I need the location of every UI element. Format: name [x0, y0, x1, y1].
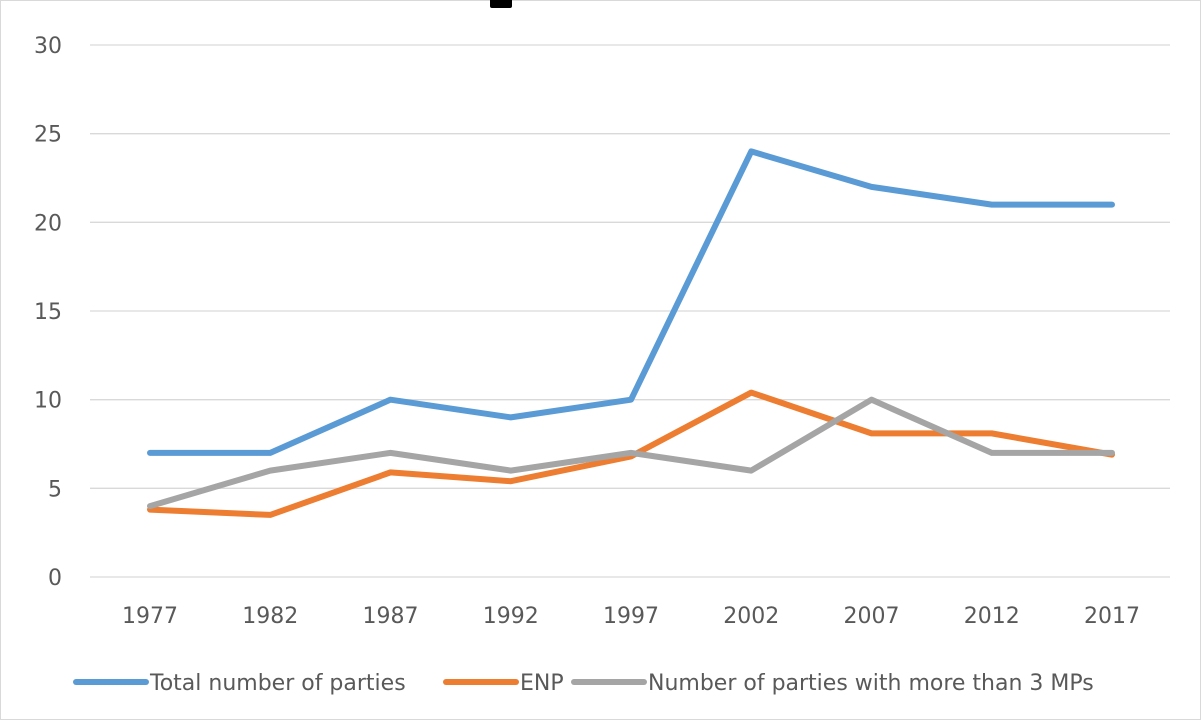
data-point	[750, 150, 752, 152]
x-tick-label: 2017	[1084, 604, 1140, 629]
x-tick-label: 1982	[242, 604, 298, 629]
data-point	[269, 452, 271, 454]
data-point	[269, 470, 271, 472]
x-tick-label: 2002	[723, 604, 779, 629]
data-point	[991, 204, 993, 206]
x-tick-label: 1992	[483, 604, 539, 629]
data-point	[510, 480, 512, 482]
legend: Total number of parties ENP Number of part…	[73, 671, 1094, 696]
y-tick-label: 0	[48, 566, 62, 591]
x-axis-ticks: 1977 1982 1987 1992 1997 2002 2007 2012 2017	[122, 604, 1140, 629]
y-tick-label: 5	[48, 477, 62, 502]
data-point	[750, 392, 752, 394]
data-point	[871, 399, 872, 401]
x-tick-label: 2007	[844, 604, 900, 629]
data-point	[750, 470, 752, 472]
y-axis-ticks: 0 5 10 15 20 25 30	[34, 34, 62, 591]
x-tick-label: 1977	[122, 604, 178, 629]
series-lines	[147, 148, 1115, 518]
data-point	[871, 432, 872, 434]
y-tick-label: 10	[34, 389, 62, 414]
data-point	[871, 186, 872, 188]
data-point	[390, 399, 391, 401]
y-tick-label: 25	[34, 123, 62, 148]
data-point	[149, 452, 151, 454]
data-point	[390, 471, 391, 473]
x-tick-label: 1987	[363, 604, 419, 629]
data-point	[630, 452, 632, 454]
y-tick-label: 20	[34, 211, 62, 236]
x-tick-label: 2012	[964, 604, 1020, 629]
data-point	[390, 452, 391, 454]
legend-label-2: Number of parties with more than 3 MPs	[648, 671, 1094, 696]
data-point	[1111, 204, 1113, 206]
data-point	[510, 470, 512, 472]
legend-label-1: ENP	[520, 671, 564, 696]
data-point	[149, 509, 151, 511]
y-tick-label: 15	[34, 300, 62, 325]
series-line-0	[147, 148, 1115, 456]
data-point	[630, 399, 632, 401]
data-point	[269, 514, 271, 516]
legend-label-0: Total number of parties	[149, 671, 406, 696]
data-point	[991, 432, 993, 434]
chart-title-fragment	[490, 0, 512, 8]
data-point	[1111, 452, 1113, 454]
data-point	[149, 505, 151, 507]
x-tick-label: 1997	[603, 604, 659, 629]
data-point	[510, 416, 512, 418]
data-point	[991, 452, 993, 454]
data-point	[630, 455, 632, 457]
y-tick-label: 30	[34, 34, 62, 59]
gridlines	[90, 44, 1170, 578]
